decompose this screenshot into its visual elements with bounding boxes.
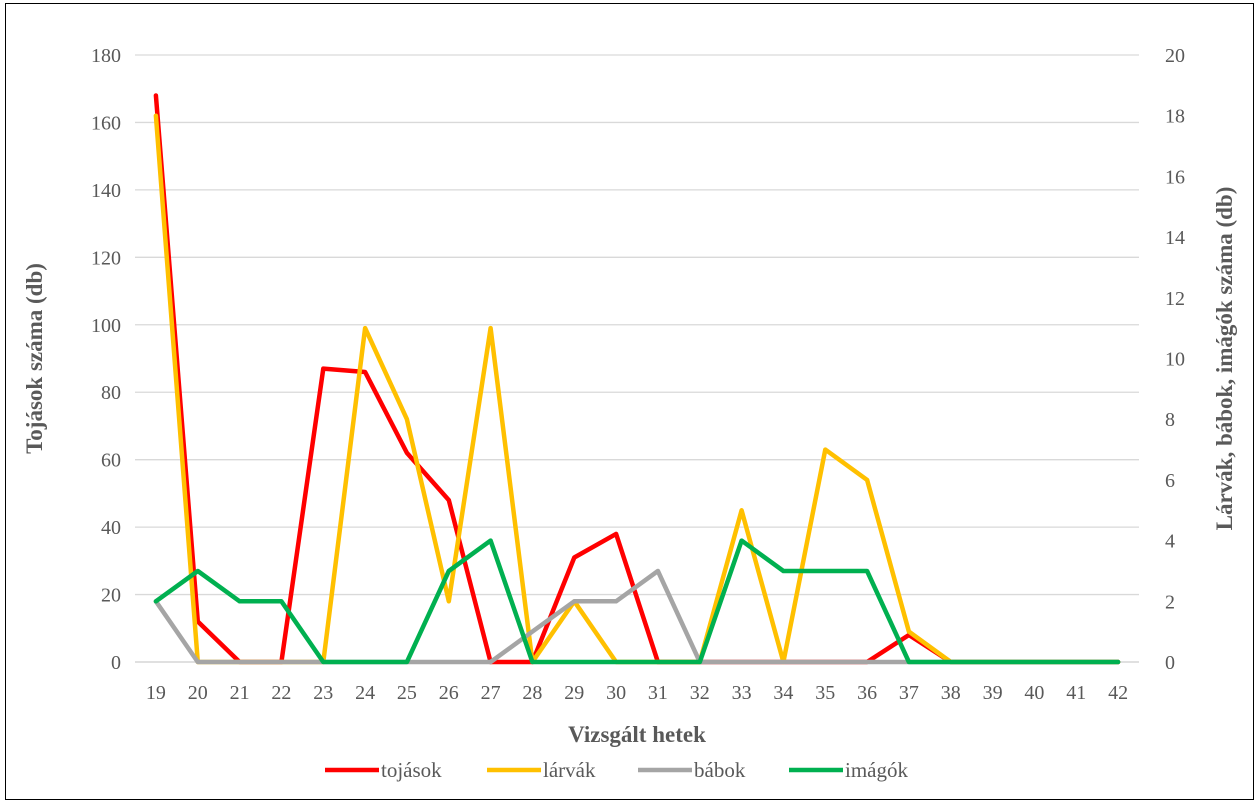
y-tick-label: 80 [101, 382, 121, 404]
y-tick-label: 60 [101, 450, 121, 472]
y-tick-label: 120 [91, 247, 121, 269]
x-tick-label: 20 [188, 682, 208, 704]
y-axis-title: Tojások száma (db) [22, 263, 47, 454]
x-tick-label: 24 [355, 682, 375, 704]
y-tick-label: 100 [91, 315, 121, 337]
y2-tick-label: 2 [1165, 591, 1175, 613]
y2-tick-label: 8 [1165, 409, 1175, 431]
x-tick-label: 32 [690, 682, 710, 704]
x-tick-label: 25 [397, 682, 417, 704]
y2-tick-label: 20 [1165, 45, 1185, 67]
y2-tick-label: 16 [1165, 166, 1185, 188]
legend-label: bábok [694, 758, 746, 782]
y2-tick-label: 0 [1165, 652, 1175, 674]
y-tick-label: 40 [101, 517, 121, 539]
series-line-2 [153, 568, 1121, 665]
y-tick-labels: 0 20 40 60 80 100 120 140 160 180 [91, 45, 121, 674]
y2-tick-label: 12 [1165, 288, 1185, 310]
x-tick-label: 41 [1066, 682, 1086, 704]
chart-frame [5, 3, 1254, 800]
x-tick-labels: 19 20 21 22 23 24 25 26 27 28 29 30 31 32 33 34 35 36 37 38… [146, 682, 1128, 704]
series-line-3 [153, 538, 1121, 665]
legend: tojások lárvák bábok imágók [325, 758, 908, 782]
legend-label: imágók [845, 758, 908, 782]
x-tick-label: 35 [815, 682, 835, 704]
x-axis-title: Vizsgált hetek [568, 722, 706, 747]
series-line-1 [153, 113, 1121, 665]
x-tick-label: 33 [732, 682, 752, 704]
x-tick-label: 39 [983, 682, 1003, 704]
x-tick-label: 29 [564, 682, 584, 704]
series-lines [153, 93, 1121, 665]
x-tick-label: 40 [1024, 682, 1044, 704]
x-tick-label: 21 [230, 682, 250, 704]
x-tick-label: 23 [313, 682, 333, 704]
y-tick-label: 160 [91, 112, 121, 134]
x-tick-label: 28 [522, 682, 542, 704]
y-tick-label: 20 [101, 585, 121, 607]
legend-label: lárvák [543, 758, 596, 782]
x-tick-label: 30 [606, 682, 626, 704]
x-tick-label: 42 [1108, 682, 1128, 704]
x-tick-label: 22 [271, 682, 291, 704]
x-tick-label: 37 [899, 682, 919, 704]
y2-tick-label: 14 [1165, 227, 1185, 249]
y2-tick-label: 6 [1165, 470, 1175, 492]
y2-tick-label: 4 [1165, 531, 1175, 553]
y-tick-label: 0 [111, 652, 121, 674]
x-tick-label: 34 [773, 682, 793, 704]
x-tick-label: 27 [481, 682, 501, 704]
y-tick-label: 180 [91, 45, 121, 67]
y2-tick-labels: 0 2 4 6 8 10 12 14 16 18 20 [1165, 45, 1185, 674]
x-tick-label: 36 [857, 682, 877, 704]
x-tick-label: 26 [439, 682, 459, 704]
gridlines [135, 54, 1139, 663]
legend-label: tojások [381, 758, 442, 782]
x-tick-label: 19 [146, 682, 166, 704]
series-line-0 [153, 93, 1121, 665]
y-tick-label: 140 [91, 180, 121, 202]
y2-tick-label: 18 [1165, 106, 1185, 128]
x-tick-label: 38 [941, 682, 961, 704]
y2-tick-label: 10 [1165, 349, 1185, 371]
x-tick-label: 31 [648, 682, 668, 704]
y2-axis-title: Lárvák, bábok, imágók száma (db) [1212, 187, 1237, 531]
